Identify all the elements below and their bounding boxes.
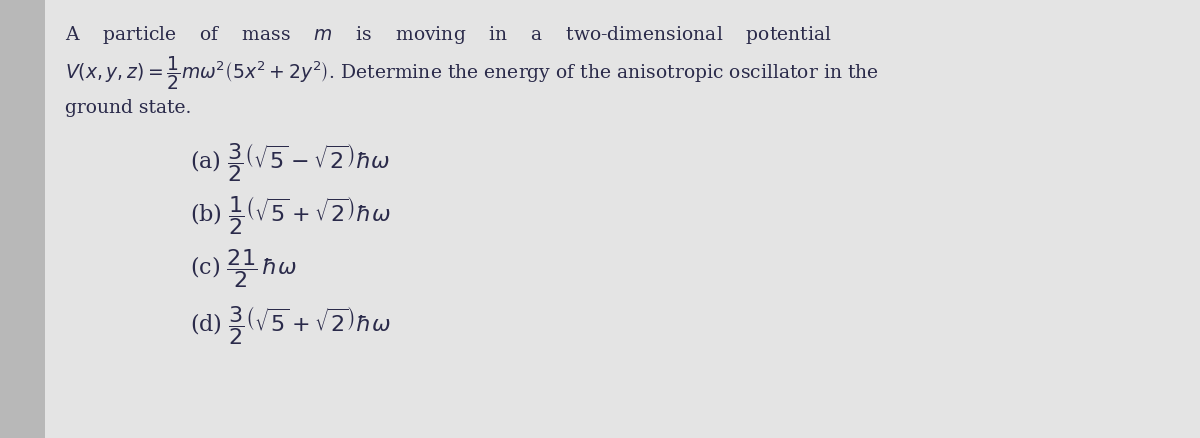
Bar (0, 0, 46, 438)
Text: (d) $\dfrac{3}{2}\left(\sqrt{5}+\sqrt{2}\right)\hbar\omega$: (d) $\dfrac{3}{2}\left(\sqrt{5}+\sqrt{2}… (190, 303, 391, 346)
Text: ground state.: ground state. (65, 99, 191, 117)
Text: (a) $\dfrac{3}{2}\left(\sqrt{5}-\sqrt{2}\right)\hbar\omega$: (a) $\dfrac{3}{2}\left(\sqrt{5}-\sqrt{2}… (190, 141, 390, 184)
Text: (b) $\dfrac{1}{2}\left(\sqrt{5}+\sqrt{2}\right)\hbar\omega$: (b) $\dfrac{1}{2}\left(\sqrt{5}+\sqrt{2}… (190, 194, 391, 237)
Text: A    particle    of    mass    $m$    is    moving    in    a    two-dimensional: A particle of mass $m$ is moving in a tw… (65, 24, 832, 46)
Text: (c) $\dfrac{21}{2}\,\hbar\omega$: (c) $\dfrac{21}{2}\,\hbar\omega$ (190, 247, 296, 289)
Text: $V(x,y,z)=\dfrac{1}{2}m\omega^2\left(5x^2+2y^2\right)$. Determine the energy of : $V(x,y,z)=\dfrac{1}{2}m\omega^2\left(5x^… (65, 54, 878, 92)
